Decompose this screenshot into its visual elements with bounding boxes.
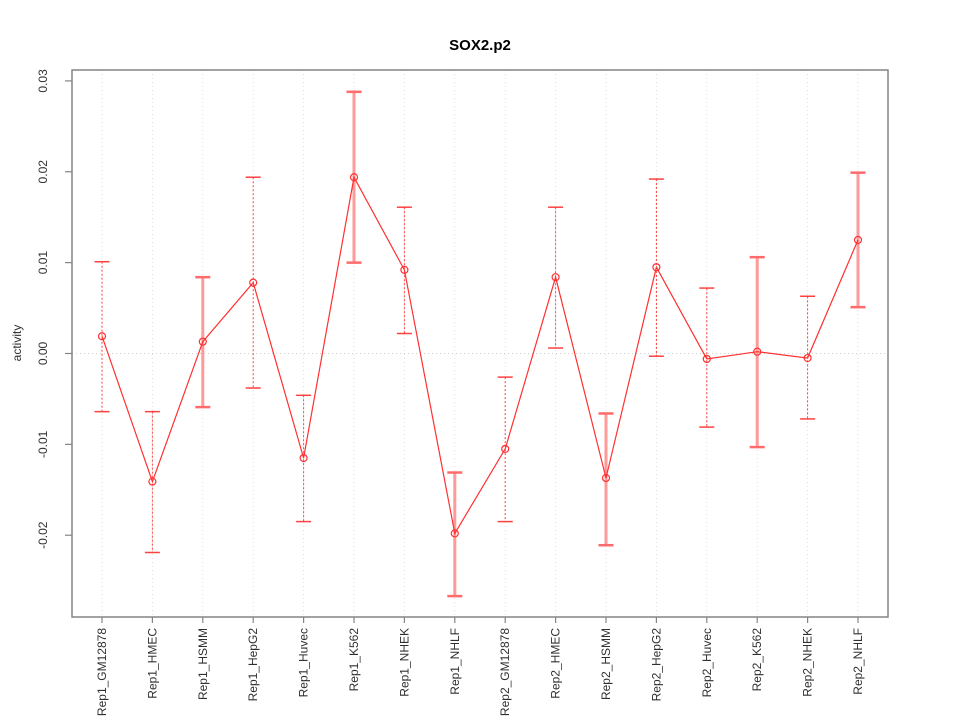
x-tick-label: Rep1_NHEK (397, 628, 411, 697)
x-tick-label: Rep2_K562 (750, 628, 764, 692)
y-tick-label: 0.03 (36, 69, 50, 93)
data-point-Rep2_NHEK (803, 353, 812, 363)
x-tick-label: Rep1_Huvec (297, 628, 311, 697)
y-tick-label: 0.00 (36, 341, 50, 365)
x-tick-label: Rep1_NHLF (448, 628, 462, 695)
chart-layers: -0.02 -0.01 0.00 0.01 0.02 0.03 Rep1_GM12878 Re… (36, 69, 889, 716)
x-tick-label: Rep1_HMEC (145, 628, 159, 699)
y-axis-label: activity (10, 325, 24, 362)
data-point-Rep1_HMEC (148, 477, 157, 486)
y-tick-label: 0.02 (36, 160, 50, 184)
data-point-Rep2_NHLF (853, 235, 863, 245)
x-tick-label: Rep1_HSMM (196, 628, 210, 700)
data-point-Rep1_NHLF (450, 529, 459, 538)
data-point-Rep1_Huvec (299, 453, 308, 463)
plot-box (71, 69, 889, 618)
data-point-Rep2_HSMM (601, 473, 611, 483)
x-tick-label: Rep2_HepG2 (649, 628, 663, 702)
data-point-Rep1_K562 (349, 173, 359, 182)
x-tick-label: Rep2_Huvec (700, 628, 714, 697)
data-point-Rep2_HepG2 (652, 263, 661, 272)
x-tick-label: Rep1_K562 (347, 628, 361, 692)
series-line (101, 175, 859, 536)
x-tick-label: Rep2_NHEK (801, 628, 815, 697)
data-point-Rep2_GM12878 (501, 444, 510, 454)
data-point-Rep2_Huvec (702, 354, 711, 364)
x-tick-label: Rep2_HMEC (549, 628, 563, 699)
y-tick-label: -0.01 (36, 430, 50, 458)
data-point-Rep1_HSMM (198, 337, 207, 346)
y-tick-label: 0.01 (36, 251, 50, 275)
data-point-Rep2_K562 (753, 347, 762, 356)
data-point-Rep1_NHEK (400, 265, 409, 275)
y-tick-label: -0.02 (36, 521, 50, 549)
x-tick-label: Rep1_GM12878 (95, 628, 109, 716)
x-tick-label: Rep2_NHLF (851, 628, 865, 695)
data-point-Rep1_HepG2 (249, 278, 258, 287)
x-tick-label: Rep1_HepG2 (246, 628, 260, 702)
x-tick-label: Rep2_GM12878 (498, 628, 512, 716)
data-point-Rep2_HMEC (551, 273, 560, 282)
x-tick-label: Rep2_HSMM (599, 628, 613, 700)
chart-title: SOX2.p2 (449, 37, 511, 54)
data-point-Rep1_GM12878 (97, 332, 107, 341)
